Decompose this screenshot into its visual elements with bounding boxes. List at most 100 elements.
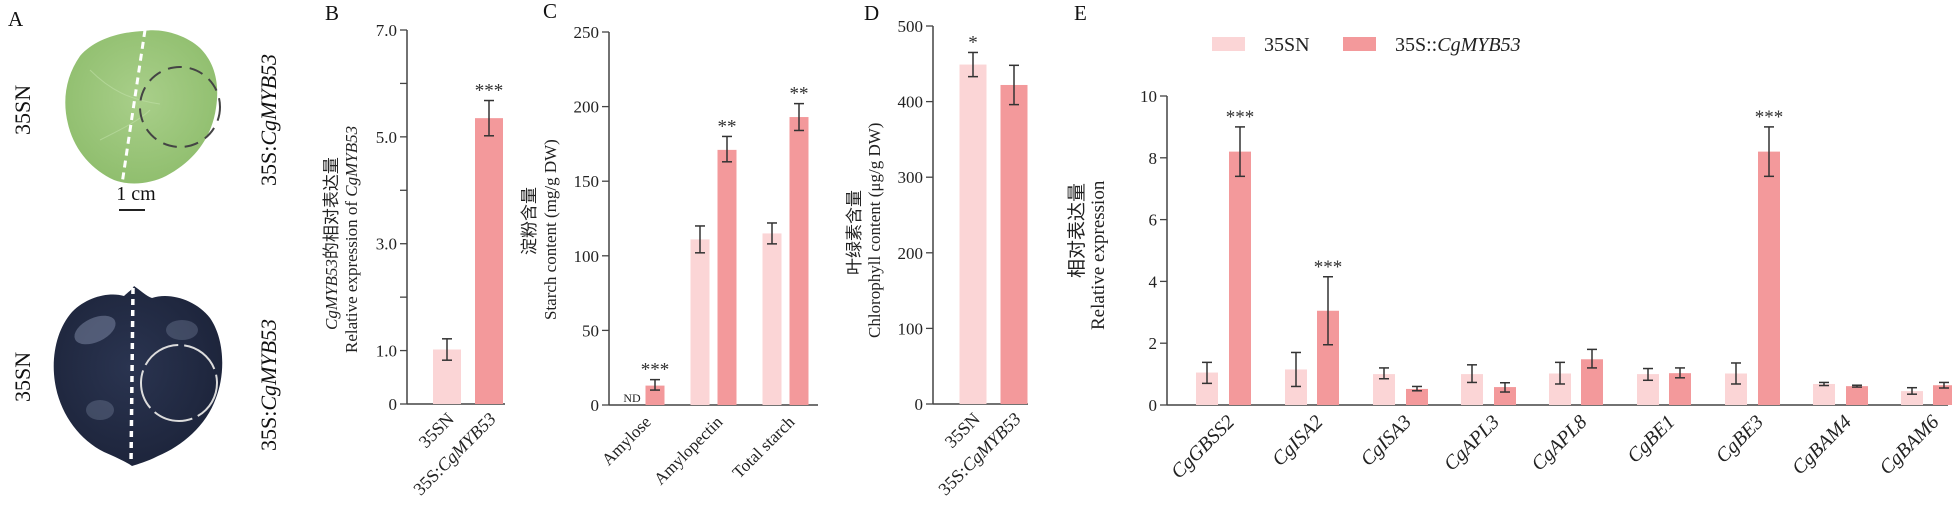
- panel-c-ytick-label: 100: [574, 247, 600, 266]
- panel-b-chart: B CgMYB53的相对表达量 Relative expression of C…: [322, 1, 505, 499]
- panel-e-ytick-label: 0: [1149, 396, 1158, 415]
- panel-c-ytick-label: 200: [574, 98, 600, 117]
- panel-e-ylabel-line2: Relative expression: [1088, 180, 1109, 330]
- panel-d-bar: [1000, 84, 1028, 404]
- midrib-dashed-line: [120, 29, 147, 185]
- panel-c-category-label: Amylose: [598, 412, 655, 469]
- row-label-right-top-prefix: 35S:: [256, 146, 281, 186]
- panel-d-significance-label: *: [968, 32, 978, 53]
- panel-e-bar: [1637, 374, 1659, 405]
- panel-d-ytick-label: 500: [898, 17, 924, 36]
- panel-c-bar: [762, 233, 782, 405]
- panel-letter-c: C: [543, 0, 557, 23]
- panel-letter-a: A: [8, 7, 24, 31]
- panel-b-ylabel-rest: 的相对表达量: [322, 157, 341, 259]
- panel-e-category-label-part: CgBE1: [1623, 411, 1679, 467]
- panel-c-category-label-part: Amylose: [598, 412, 655, 469]
- row-label-right-top-gene: CgMYB53: [256, 54, 281, 146]
- panel-e-bar: [1461, 374, 1483, 405]
- panel-e-category-label-part: CgAPL8: [1527, 411, 1591, 475]
- panel-e-bar: [1846, 386, 1868, 405]
- panel-e-bar: [1933, 385, 1952, 405]
- panel-e-bar: [1373, 374, 1395, 405]
- panel-e-category-label: CgISA2: [1268, 411, 1328, 471]
- panel-e-category-label-part: CgISA3: [1356, 411, 1416, 471]
- panel-e-ytick-label: 8: [1149, 149, 1158, 168]
- row-label-right-bottom-gene: CgMYB53: [256, 319, 281, 411]
- panel-letter-d: D: [864, 1, 879, 25]
- legend-label-prefix: 35S::: [1395, 34, 1437, 56]
- panel-b-ylabel-line2-gene: CgMYB53: [342, 126, 361, 197]
- panel-e-category-label-part: CgBE3: [1712, 411, 1768, 467]
- panel-e-category-label: CgAPL3: [1440, 411, 1504, 475]
- panel-c-bar: [690, 239, 710, 405]
- panel-b-bar: [475, 118, 503, 405]
- panel-a: A 1 cm 35SN 35SN 35S:CgMYB53 35S:CgMYB53: [8, 7, 281, 466]
- row-label-right-bottom-prefix: 35S:: [256, 411, 281, 451]
- legend-label-gene: CgMYB53: [1437, 34, 1520, 56]
- panel-e-category-label: CgBAM6: [1875, 411, 1943, 479]
- panel-b-ylabel-line1: CgMYB53的相对表达量: [322, 157, 341, 330]
- panel-d-ytick-label: 200: [898, 244, 924, 263]
- panel-c-category-label: Amylopectin: [650, 412, 727, 489]
- panel-letter-b: B: [325, 1, 339, 25]
- panel-d-ytick-label: 100: [898, 319, 924, 338]
- row-label-right-bottom: 35S:CgMYB53: [256, 319, 281, 451]
- panel-e-category-label-part: CgBAM4: [1788, 411, 1856, 479]
- panel-e-category-label: CgBE1: [1623, 411, 1679, 467]
- injection-site-circle-stained: [140, 344, 218, 422]
- panel-e-bar: [1581, 359, 1603, 405]
- panel-e-bar: [1494, 387, 1516, 405]
- panel-e-ytick-label: 6: [1149, 211, 1158, 230]
- panel-e-bar: [1317, 310, 1339, 405]
- panel-e-bar: [1901, 391, 1923, 405]
- panel-e-bar: [1758, 151, 1780, 405]
- panel-e-category-label: CgBE3: [1712, 411, 1768, 467]
- panel-d-chart: D 叶绿素含量 Chlorophyll content (μg/g DW) 0 1…: [845, 1, 1028, 499]
- legend-swatch-35s-cgmyb53: [1343, 37, 1376, 51]
- panel-letter-e: E: [1074, 1, 1087, 25]
- panel-c-ytick-label: 150: [574, 172, 600, 191]
- legend-swatch-35sn: [1212, 37, 1245, 51]
- panel-e-marks: 0 2 4 6 8 10 *** CgGBSS2 *** CgISA2 CgISA3 CgAPL3 Cg…: [1140, 87, 1952, 483]
- panel-e-category-label: CgAPL8: [1527, 411, 1591, 475]
- panel-c-marks: 0 50 100 150 200 250 ND*** Amylose ** Amylopectin…: [574, 23, 818, 489]
- row-label-right-top: 35S:CgMYB53: [256, 54, 281, 186]
- panel-e-bar: [1813, 383, 1835, 405]
- panel-d-ytick-label: 400: [898, 93, 924, 112]
- panel-e-significance-label: ***: [1226, 107, 1255, 128]
- panel-d-ytick-label: 300: [898, 168, 924, 187]
- panel-c-ytick-label: 50: [582, 321, 599, 340]
- midrib-dashed-line-stained: [129, 287, 135, 465]
- panel-c-bar: [717, 149, 737, 405]
- panel-b-ytick-label: 7.0: [376, 21, 397, 40]
- panel-e-ytick-label: 10: [1140, 87, 1157, 106]
- panel-c-significance-label: **: [790, 84, 809, 105]
- panel-c-chart: C 淀粉含量 Starch content (mg/g DW) 0 50 100 15…: [520, 0, 818, 489]
- panel-e-bar: [1285, 369, 1307, 405]
- panel-c-category-label-part: Amylopectin: [650, 412, 727, 489]
- injection-site-circle: [139, 66, 221, 148]
- panel-e-ytick-label: 4: [1149, 272, 1158, 291]
- panel-e-bar: [1196, 372, 1218, 405]
- panel-d-ytick-label: 0: [915, 395, 924, 414]
- panel-c-significance-label: ***: [641, 360, 670, 381]
- panel-e-bar: [1406, 388, 1428, 405]
- panel-e-chart: E 35SN 35S::CgMYB53 相对表达量 Relative expre…: [1066, 1, 1952, 483]
- panel-e-bar: [1669, 373, 1691, 405]
- panel-c-bar: [789, 117, 809, 405]
- panel-e-significance-label: ***: [1755, 107, 1784, 128]
- panel-e-bar: [1549, 373, 1571, 405]
- panel-b-ytick-label: 5.0: [376, 128, 397, 147]
- iodine-stained-leaf-photo: [53, 286, 223, 466]
- panel-d-bar: [959, 64, 987, 404]
- panel-e-ylabel-line1: 相对表达量: [1066, 183, 1088, 278]
- panel-e-bar: [1725, 373, 1747, 405]
- legend-label-35s-cgmyb53: 35S::CgMYB53: [1395, 34, 1521, 56]
- panel-e-category-label: CgISA3: [1356, 411, 1416, 471]
- legend: 35SN 35S::CgMYB53: [1212, 34, 1521, 56]
- panel-c-category-label: Total starch: [729, 412, 799, 482]
- panel-d-ylabel-line1: 叶绿素含量: [845, 190, 864, 275]
